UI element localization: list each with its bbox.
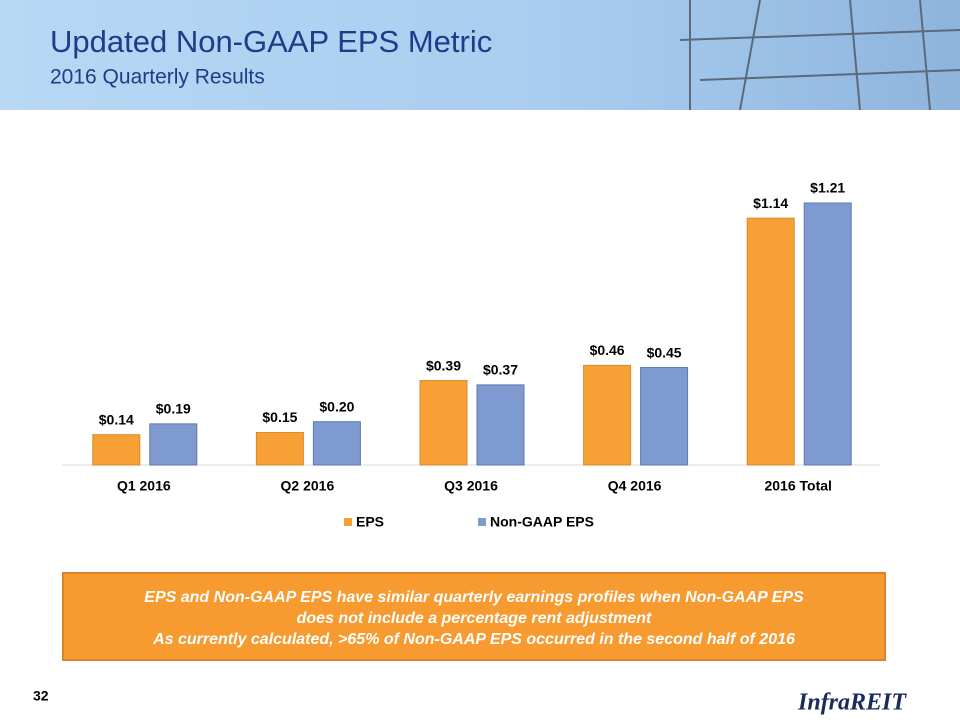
value-label: $0.20 (319, 398, 354, 414)
chart: Q1 2016 $0.14 $0.19 Q2 2016 $0.15 $0.20 Q3 201… (92, 180, 852, 530)
bar (92, 434, 141, 466)
slide-title: Updated Non-GAAP EPS Metric (50, 24, 492, 59)
bar (476, 384, 525, 466)
value-label: $0.19 (156, 401, 191, 417)
legend-label: Non-GAAP EPS (490, 514, 594, 530)
callout-line: EPS and Non-GAAP EPS have similar quarte… (144, 589, 804, 606)
header-band (0, 0, 960, 110)
x-tick-label: Q4 2016 (608, 478, 662, 494)
bar (149, 423, 198, 466)
value-label: $0.46 (590, 342, 625, 358)
bar (640, 367, 689, 466)
bar (746, 217, 795, 466)
value-label: $0.14 (99, 411, 134, 427)
value-label: $0.15 (262, 409, 297, 425)
x-tick-label: 2016 Total (764, 478, 831, 494)
logo: InfraREIT (797, 690, 907, 716)
value-label: $0.37 (483, 362, 518, 378)
value-label: $0.45 (647, 344, 682, 360)
bar (255, 432, 304, 466)
callout-box (62, 572, 886, 661)
x-tick-label: Q1 2016 (117, 478, 171, 494)
legend-swatch (344, 518, 352, 526)
header-pylon (679, 0, 960, 111)
callout-line: does not include a percentage rent adjus… (297, 610, 652, 627)
bar (419, 380, 468, 466)
x-tick-label: Q3 2016 (444, 478, 498, 494)
slide-subtitle: 2016 Quarterly Results (50, 66, 265, 89)
bar (312, 421, 361, 466)
x-tick-label: Q2 2016 (281, 478, 335, 494)
bar (803, 202, 852, 466)
callout-line: As currently calculated, >65% of Non-GAA… (152, 631, 795, 648)
value-label: $0.39 (426, 357, 461, 373)
bar (583, 364, 632, 466)
legend-swatch (478, 518, 486, 526)
value-label: $1.14 (753, 195, 788, 211)
value-label: $1.21 (810, 180, 845, 196)
legend-label: EPS (356, 514, 384, 530)
page-number: 32 (33, 688, 49, 704)
